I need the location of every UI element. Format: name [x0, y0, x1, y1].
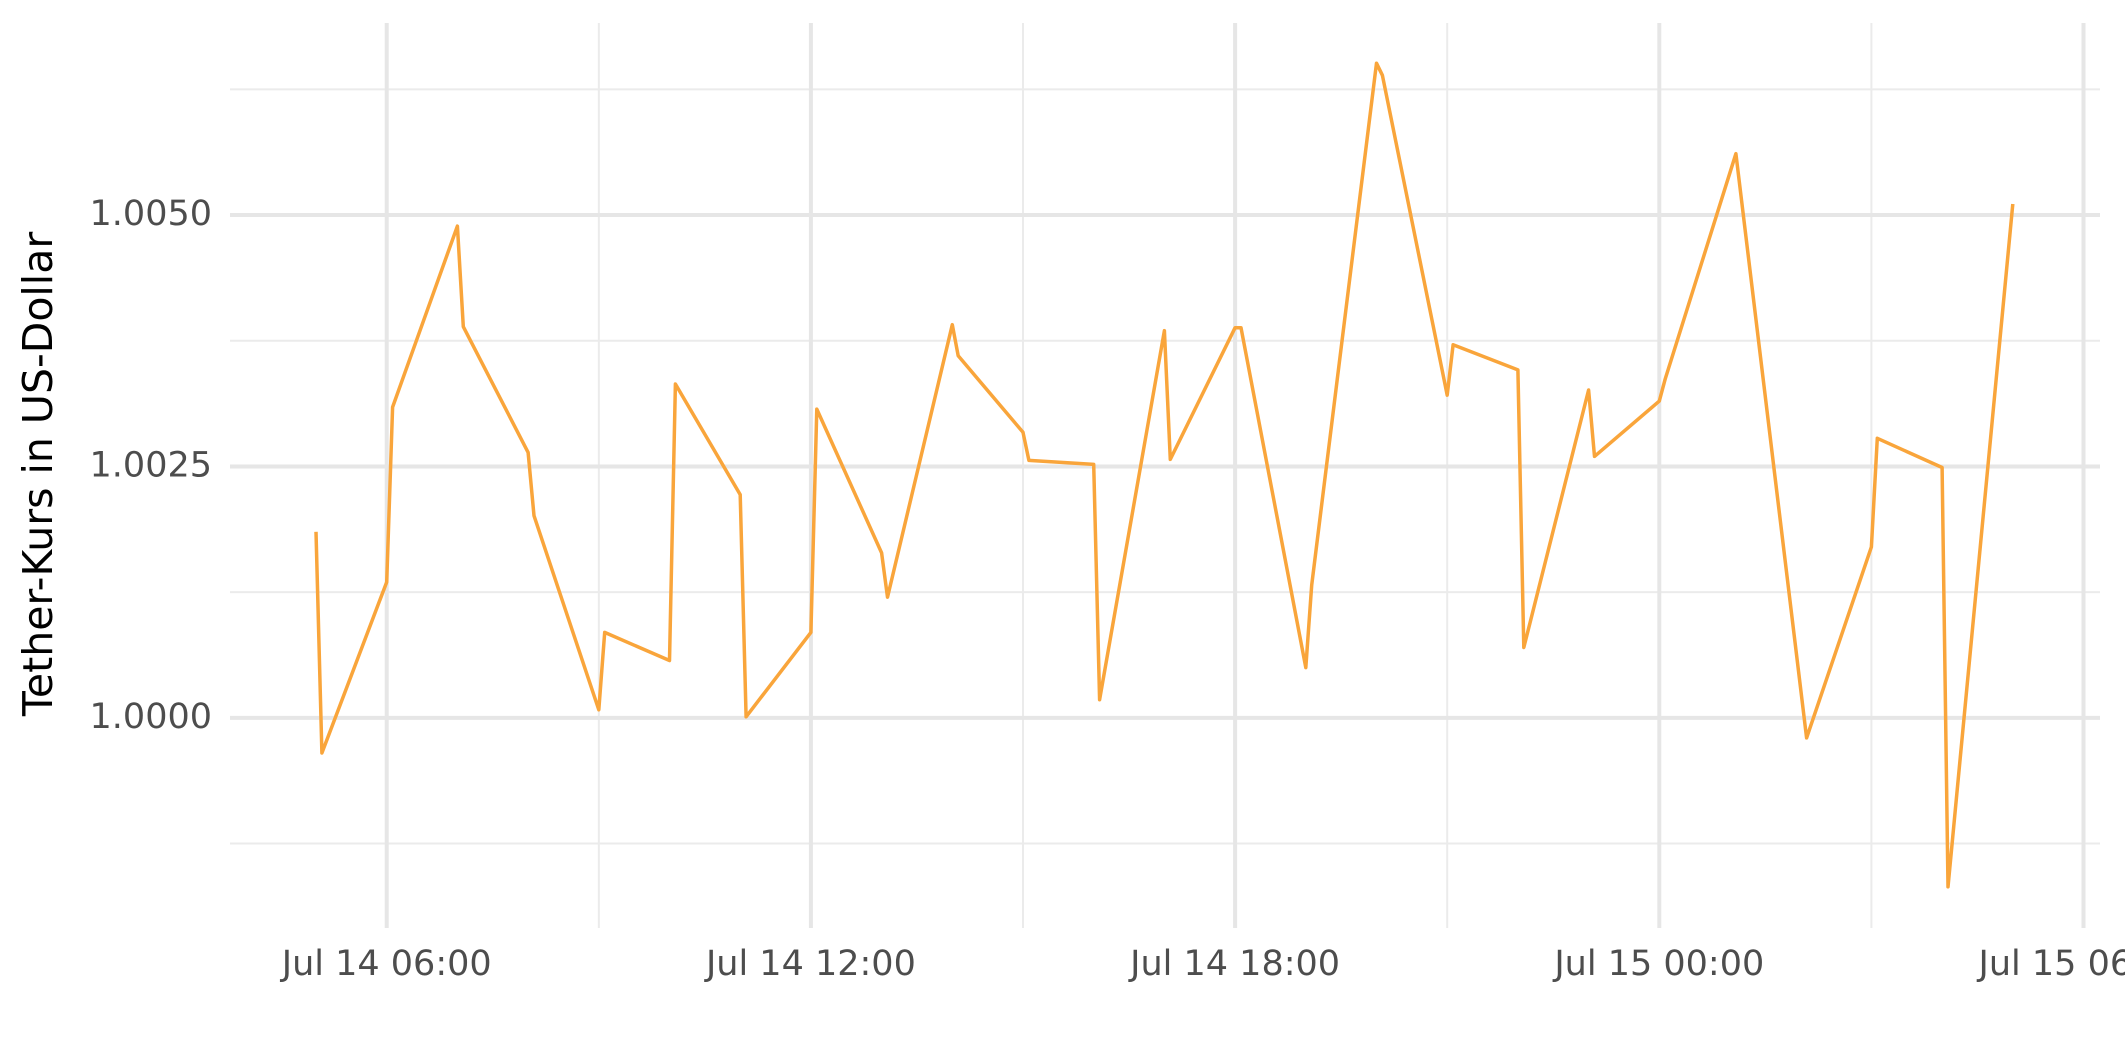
y-tick-label: 1.0025: [90, 445, 212, 485]
x-tick-label: Jul 15 00:00: [1552, 944, 1764, 984]
x-tick-label: Jul 14 12:00: [704, 944, 916, 984]
y-tick-label: 1.0000: [90, 697, 212, 737]
x-tick-label: Jul 15 06:00: [1977, 944, 2125, 984]
y-tick-label: 1.0050: [90, 194, 212, 234]
x-tick-label: Jul 14 18:00: [1128, 944, 1340, 984]
y-axis-label: Tether-Kurs in US-Dollar: [14, 232, 62, 717]
x-tick-label: Jul 14 06:00: [280, 944, 492, 984]
price-line: [314, 61, 2015, 889]
